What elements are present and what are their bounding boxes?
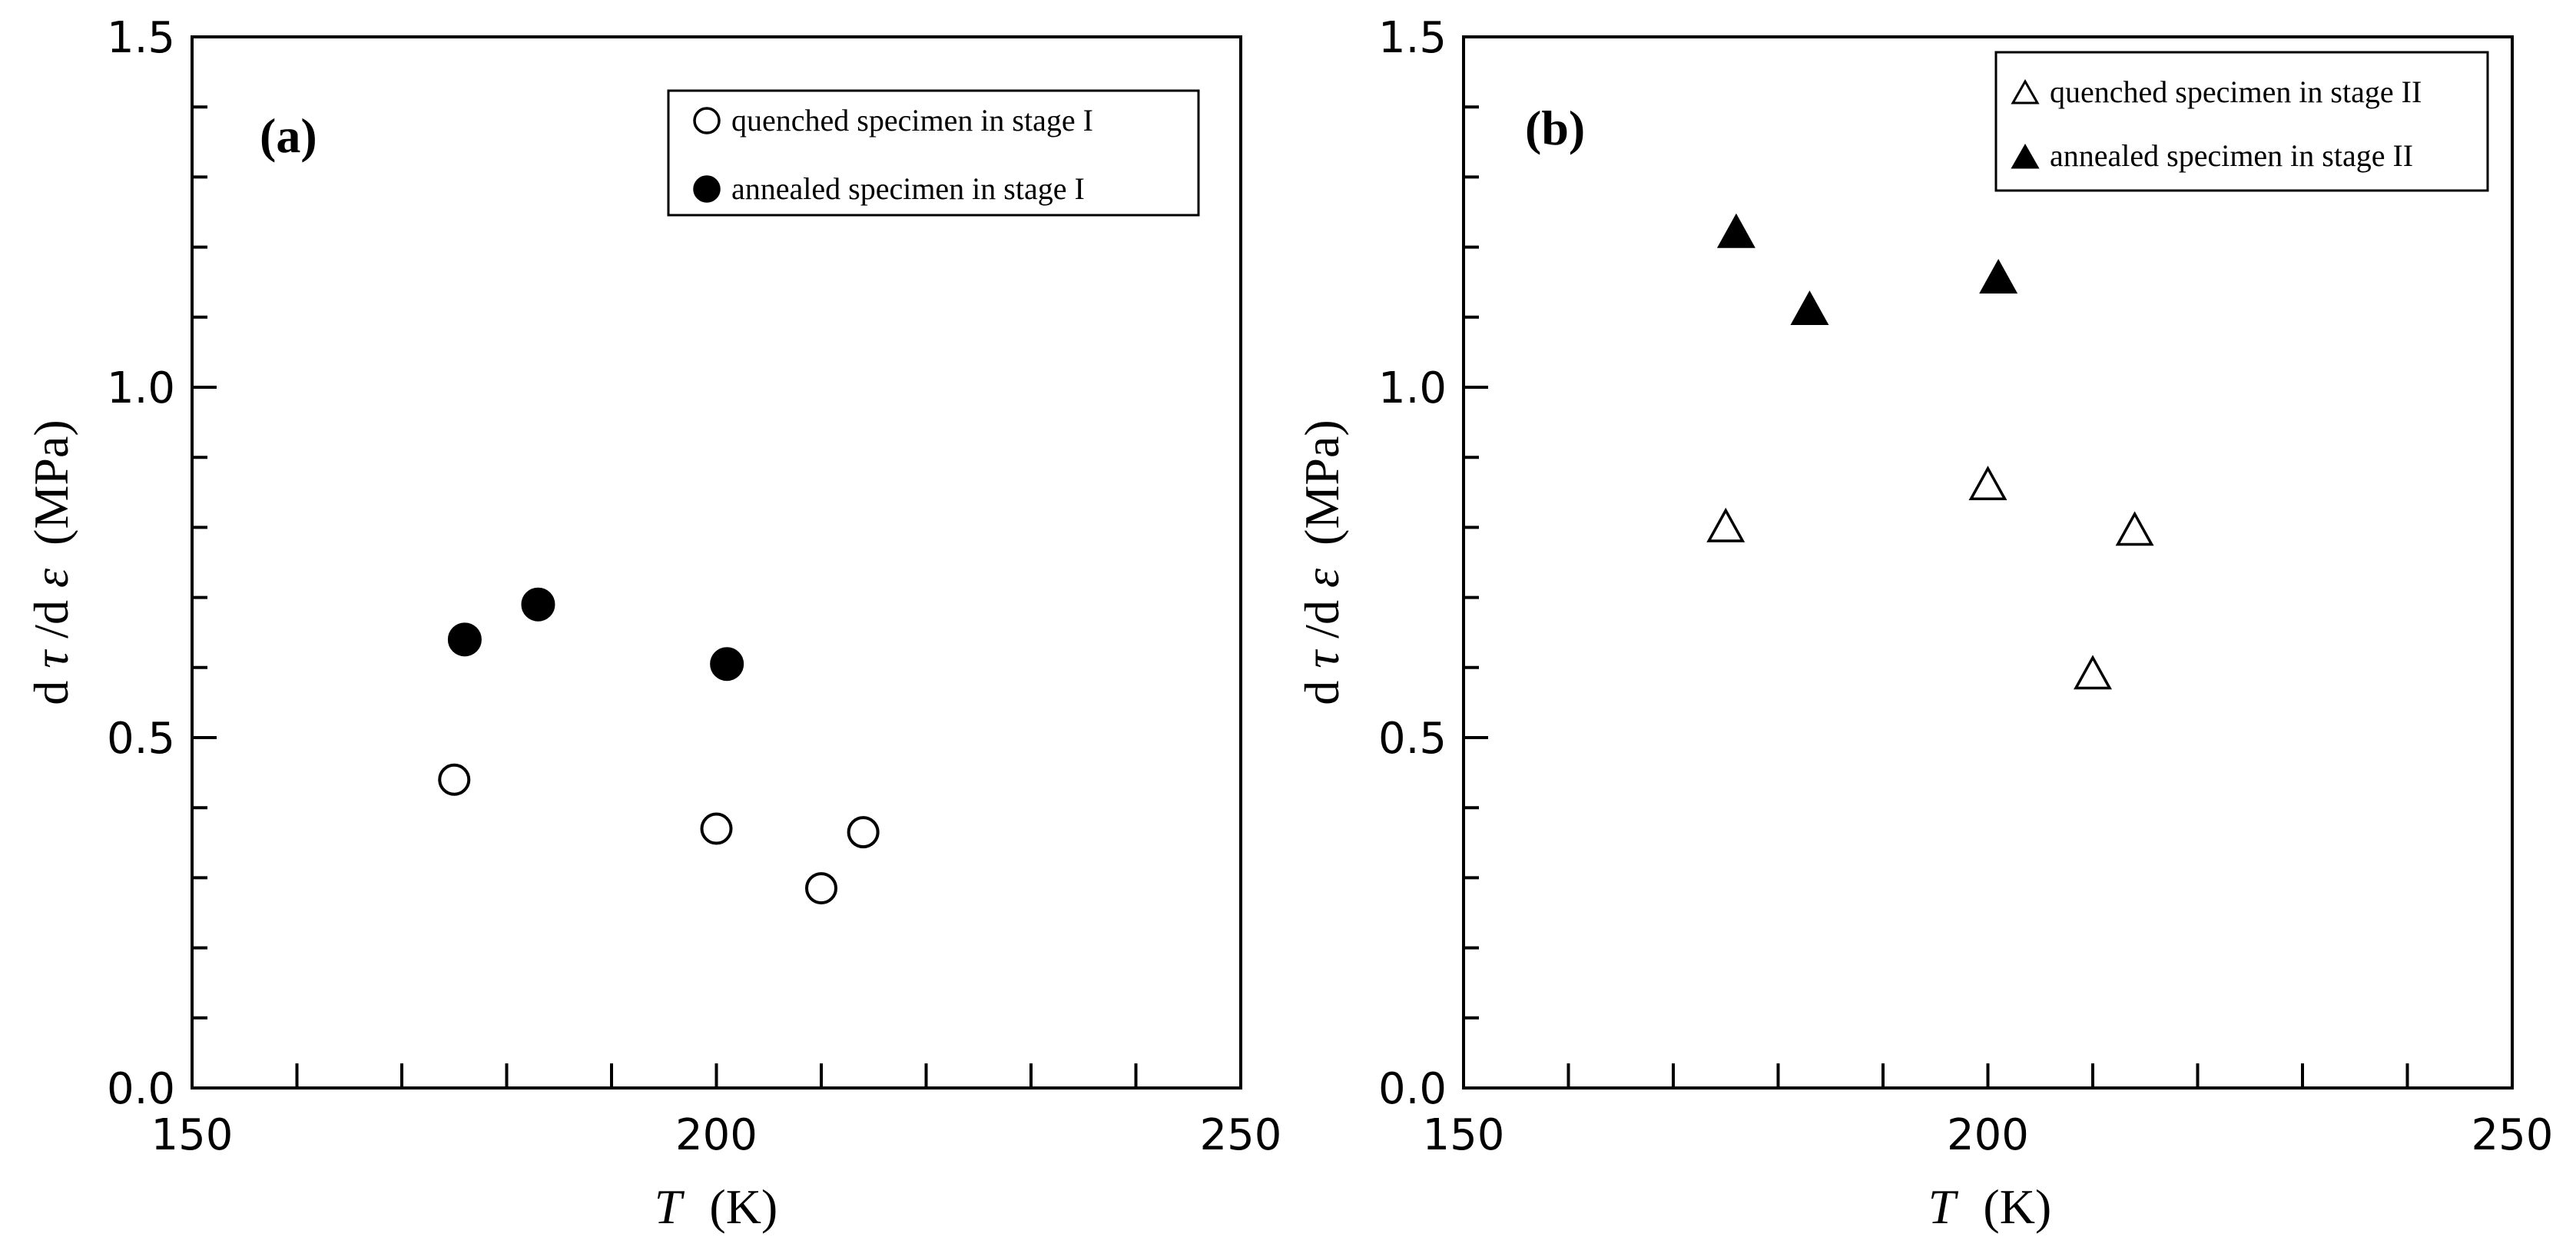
legend-label-quenched-stage-i: quenched specimen in stage I bbox=[731, 103, 1093, 138]
panel-a-series-0-point bbox=[700, 812, 733, 845]
legend-label-annealed-stage-i: annealed specimen in stage I bbox=[731, 171, 1085, 206]
panel-a-y-unit: (MPa) bbox=[24, 420, 78, 546]
panel-a-x-axis-title: T (K) bbox=[655, 1179, 777, 1234]
panel-a-y-tick-label: 1.5 bbox=[107, 13, 175, 63]
panel-b-x-axis-title: T (K) bbox=[1928, 1179, 2051, 1234]
panel-a-y-tick-label: 0.5 bbox=[107, 714, 175, 764]
panel-b-x-var: T bbox=[1928, 1179, 1959, 1234]
panel-a-y-eps: ε bbox=[24, 568, 78, 588]
legend-marker-annealed-stage-ii bbox=[2011, 143, 2040, 169]
panel-b: 150 200 250 0.0 0.5 1.0 1.5 (b) quenched speci… bbox=[1295, 13, 2553, 1234]
panel-a-y-mid: /d bbox=[24, 600, 78, 638]
legend-marker-annealed-stage-i bbox=[693, 175, 721, 203]
legend-label-annealed-stage-ii: annealed specimen in stage II bbox=[2050, 138, 2413, 173]
panel-a-legend-box bbox=[667, 89, 1200, 217]
panel-b-y-unit: (MPa) bbox=[1295, 420, 1349, 546]
panel-a-series-1-point bbox=[447, 622, 482, 657]
panel-b-legend-box bbox=[1994, 51, 2489, 192]
panel-b-x-tick-label: 200 bbox=[1947, 1110, 2029, 1160]
panel-b-y-mid: /d bbox=[1295, 600, 1349, 638]
panel-b-y-tick-label: 0.0 bbox=[1378, 1064, 1447, 1114]
panel-a-y-prefix: d bbox=[24, 681, 78, 705]
legend-marker-quenched-stage-ii bbox=[2011, 78, 2040, 104]
panel-b-series-0-point bbox=[1706, 507, 1746, 542]
panel-a: 150 200 250 0.0 0.5 1.0 1.5 (a) quenched speci… bbox=[24, 13, 1281, 1234]
panel-a-x-tick-label: 250 bbox=[1200, 1110, 1282, 1160]
legend-marker-quenched-stage-i bbox=[693, 107, 721, 134]
panel-b-y-tick-label: 0.5 bbox=[1378, 714, 1447, 764]
panel-b-y-prefix: d bbox=[1295, 681, 1349, 705]
panel-a-series-0-point bbox=[438, 763, 471, 796]
panel-b-y-eps: ε bbox=[1295, 568, 1349, 588]
panel-b-y-axis-title: d τ /d ε (MPa) bbox=[1295, 420, 1349, 705]
panel-b-series-1-point bbox=[1716, 213, 1755, 248]
panel-a-series-0-point bbox=[805, 872, 837, 905]
panel-b-series-0-point bbox=[2115, 511, 2154, 546]
panel-a-y-tick-label: 1.0 bbox=[107, 363, 175, 413]
panel-b-legend: quenched specimen in stage II annealed s… bbox=[1994, 51, 2489, 192]
panel-b-x-tick-label: 250 bbox=[2472, 1110, 2554, 1160]
panel-b-y-tick-label: 1.5 bbox=[1378, 13, 1447, 63]
panel-b-plot-area: 150 200 250 0.0 0.5 1.0 1.5 bbox=[1378, 13, 2554, 1160]
panel-b-series-0-point bbox=[2074, 655, 2112, 690]
panel-a-plot-area: 150 200 250 0.0 0.5 1.0 1.5 bbox=[107, 13, 1282, 1160]
panel-b-y-tau: τ bbox=[1295, 649, 1349, 668]
panel-a-series-1-point bbox=[521, 587, 555, 622]
panel-a-x-tick-label: 150 bbox=[151, 1110, 234, 1160]
panel-b-series-1-point bbox=[1979, 259, 2018, 294]
panel-a-x-tick-label: 200 bbox=[675, 1110, 758, 1160]
panel-b-x-unit: (K) bbox=[1983, 1179, 2051, 1234]
panel-a-series-0-point bbox=[847, 816, 880, 849]
panel-a-x-var: T bbox=[655, 1179, 685, 1234]
panel-a-legend: quenched specimen in stage I annealed sp… bbox=[667, 89, 1200, 217]
panel-a-series-1-point bbox=[710, 647, 744, 682]
panel-a-x-unit: (K) bbox=[709, 1179, 777, 1234]
panel-a-y-axis-title: d τ /d ε (MPa) bbox=[24, 420, 78, 705]
panel-b-series-0-point bbox=[1968, 466, 2007, 501]
panel-a-label: (a) bbox=[260, 108, 317, 163]
panel-b-label: (b) bbox=[1525, 101, 1585, 155]
panel-a-y-tau: τ bbox=[24, 649, 78, 668]
panel-a-y-tick-label: 0.0 bbox=[107, 1064, 175, 1114]
panel-b-x-tick-label: 150 bbox=[1423, 1110, 1505, 1160]
panel-b-y-tick-label: 1.0 bbox=[1378, 363, 1447, 413]
legend-label-quenched-stage-ii: quenched specimen in stage II bbox=[2050, 75, 2422, 109]
panel-b-series-1-point bbox=[1790, 290, 1829, 326]
